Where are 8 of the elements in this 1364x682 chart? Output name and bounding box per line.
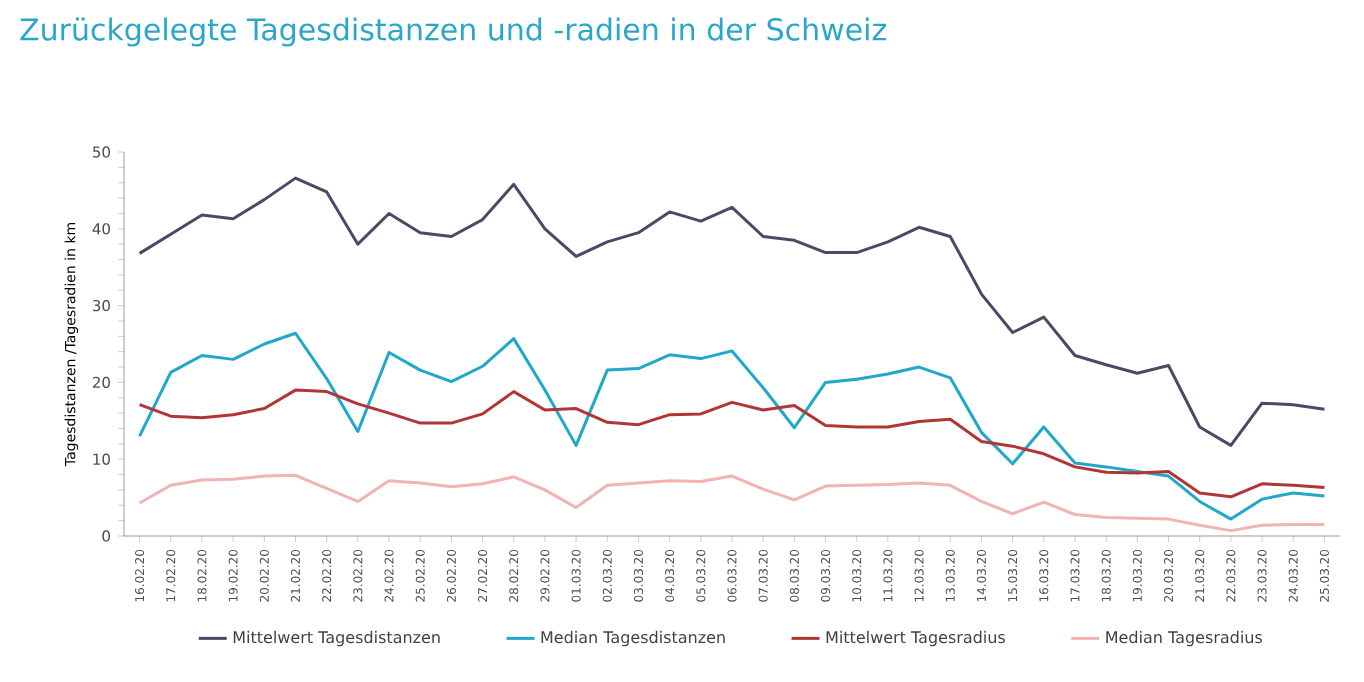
chart-title: Zurückgelegte Tagesdistanzen und -radien in der Schweiz [20, 17, 886, 47]
legend-label: Median Tagesdistanzen [541, 630, 725, 647]
line-series [138, 388, 1326, 499]
legend-label: Mittelwert Tagesradius [826, 630, 1005, 647]
legend-label: Median Tagesradius [1106, 630, 1263, 647]
line-series [138, 176, 1326, 447]
legend-label: Mittelwert Tagesdistanzen [233, 630, 440, 647]
line-series [138, 331, 1326, 521]
